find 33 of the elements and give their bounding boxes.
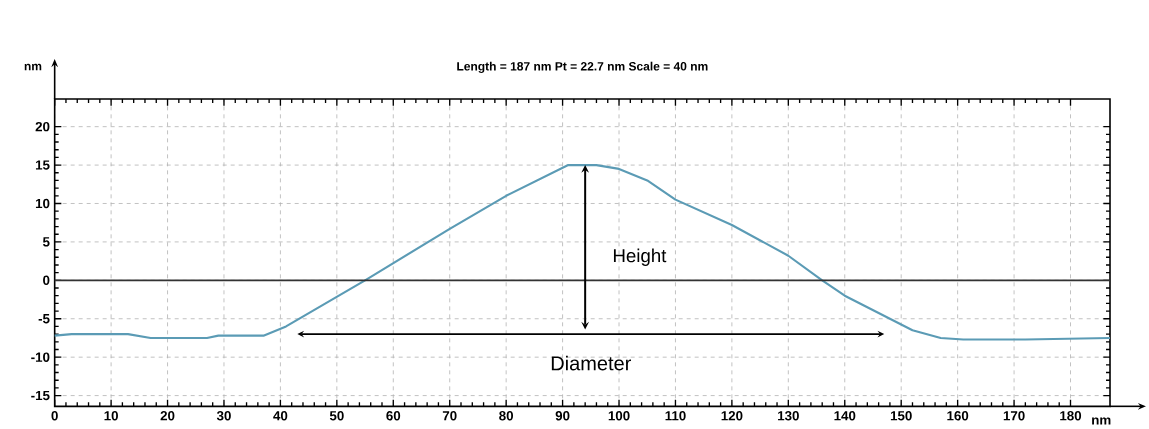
x-tick-label: 30 xyxy=(216,411,231,421)
x-tick-label: 60 xyxy=(386,411,401,421)
x-tick-label: 120 xyxy=(721,411,743,421)
x-axis-title: nm xyxy=(1092,417,1111,425)
line-series xyxy=(53,164,1112,341)
x-tick-label: 20 xyxy=(160,411,175,421)
y-tick-label: 20 xyxy=(35,121,50,132)
annotation: Diameter xyxy=(551,355,632,371)
x-tick-label: 170 xyxy=(1003,411,1025,421)
y-tick-label: 15 xyxy=(35,160,50,170)
x-tick-label: 50 xyxy=(329,411,344,421)
y-tick-label: -10 xyxy=(31,352,50,362)
x-tick-label: 130 xyxy=(778,411,799,421)
x-tick-label: 10 xyxy=(104,411,118,421)
y-axis-title: nm xyxy=(24,63,42,71)
y-tick-label: -5 xyxy=(38,314,50,324)
x-tick-label: 100 xyxy=(608,411,630,421)
annotation: Height xyxy=(613,248,667,266)
x-tick-label: 180 xyxy=(1060,411,1082,421)
x-tick-label: 90 xyxy=(555,411,570,421)
x-tick-label: 160 xyxy=(947,411,969,421)
x-tick-label: 0 xyxy=(51,411,58,421)
x-tick-label: 40 xyxy=(273,411,288,421)
y-tick-label: 0 xyxy=(43,275,50,286)
y-tick-label: -15 xyxy=(31,390,50,401)
x-tick-label: 80 xyxy=(499,411,514,421)
x-tick-label: 150 xyxy=(890,411,912,421)
y-tick-label: 10 xyxy=(35,198,50,209)
x-tick-label: 110 xyxy=(665,411,686,421)
x-tick-label: 140 xyxy=(834,411,856,421)
chart-title: Length = 187 nm Pt = 22.7 nm Scale = 40 nm xyxy=(457,61,708,73)
x-tick-label: 70 xyxy=(442,411,457,421)
y-tick-label: 5 xyxy=(42,237,50,247)
